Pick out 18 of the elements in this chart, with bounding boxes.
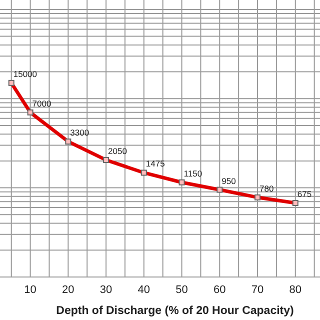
data-label: 15000 — [13, 68, 38, 79]
x-tick-label: 40 — [138, 284, 150, 296]
x-tick-label: 50 — [176, 284, 188, 296]
x-tick-label: 10 — [24, 284, 36, 296]
x-axis-title: Depth of Discharge (% of 20 Hour Capacity) — [56, 305, 294, 317]
x-tick-label: 80 — [289, 284, 302, 296]
x-tick-label: 30 — [100, 284, 112, 296]
x-tick-label: 70 — [251, 284, 264, 296]
data-label: 780 — [260, 183, 274, 194]
x-tick-label: 60 — [214, 284, 226, 296]
data-label: 675 — [297, 189, 312, 199]
data-label: 3300 — [70, 128, 90, 138]
data-label: 1475 — [146, 158, 166, 169]
data-label: 7000 — [32, 98, 52, 108]
data-label: 950 — [222, 176, 236, 186]
x-tick-label: 20 — [62, 284, 74, 296]
data-label: 2050 — [108, 146, 128, 156]
data-label: 1150 — [184, 168, 202, 178]
